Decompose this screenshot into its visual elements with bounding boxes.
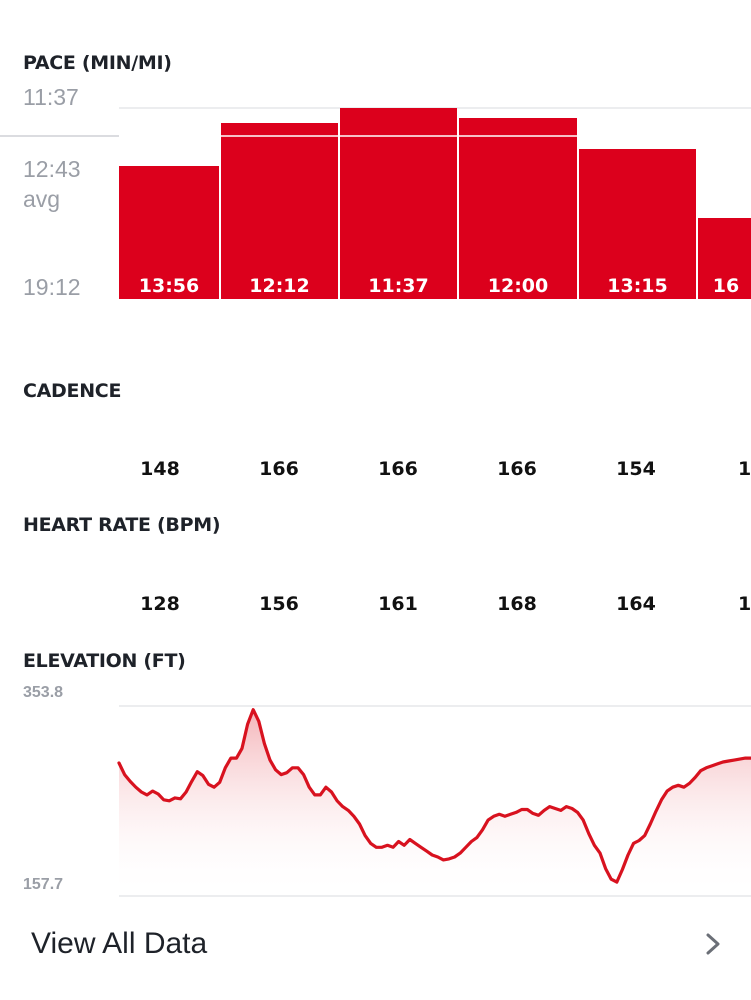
cadence-value: 166 (378, 458, 418, 480)
elevation-axis-top-label: 353.8 (23, 684, 64, 701)
pace-bar-label: 12:00 (488, 275, 548, 297)
cadence-value: 166 (259, 458, 299, 480)
heart-rate-value: 14 (738, 593, 751, 615)
pace-bar (221, 123, 338, 299)
cadence-title: CADENCE (23, 380, 122, 402)
heart-rate-value: 156 (259, 593, 299, 615)
cadence-values-row: 148 166 166 166 154 12 (0, 458, 751, 488)
pace-bar-label: 11:37 (368, 275, 428, 297)
pace-bar (119, 166, 219, 299)
elevation-line (117, 708, 751, 884)
pace-axis-top-label: 11:37 (23, 84, 79, 110)
pace-bar (340, 108, 457, 299)
cadence-value: 12 (738, 458, 751, 480)
heart-rate-value: 161 (378, 593, 418, 615)
view-all-data-label: View All Data (31, 927, 208, 960)
pace-bar (459, 118, 577, 299)
pace-axis-avg-label: avg (23, 186, 61, 212)
elevation-chart (117, 705, 751, 897)
view-all-data-link[interactable]: View All Data (0, 905, 751, 985)
pace-bar-label: 13:56 (139, 275, 199, 297)
pace-chart: 13:56 12:12 11:37 12:00 13:15 16 (0, 107, 751, 299)
pace-bar-label: 16 (713, 275, 739, 297)
elevation-area (119, 709, 751, 896)
heart-rate-value: 164 (616, 593, 656, 615)
cadence-value: 166 (497, 458, 537, 480)
pace-title: PACE (MIN/MI) (23, 52, 172, 74)
pace-bar-label: 12:12 (249, 275, 309, 297)
chevron-right-icon (706, 933, 720, 955)
pace-axis-bottom-label: 19:12 (23, 274, 81, 300)
pace-bar (579, 149, 696, 299)
elevation-axis-bottom-label: 157.7 (23, 876, 64, 893)
pace-bar (698, 218, 751, 299)
pace-bar-label: 13:15 (607, 275, 667, 297)
elevation-title: ELEVATION (FT) (23, 650, 186, 672)
cadence-value: 148 (140, 458, 180, 480)
cadence-value: 154 (616, 458, 656, 480)
heart-rate-title: HEART RATE (BPM) (23, 514, 221, 536)
pace-axis-avg-value: 12:43 (23, 156, 81, 182)
heart-rate-value: 128 (140, 593, 180, 615)
heart-rate-value: 168 (497, 593, 537, 615)
heart-rate-values-row: 128 156 161 168 164 14 (0, 593, 751, 623)
